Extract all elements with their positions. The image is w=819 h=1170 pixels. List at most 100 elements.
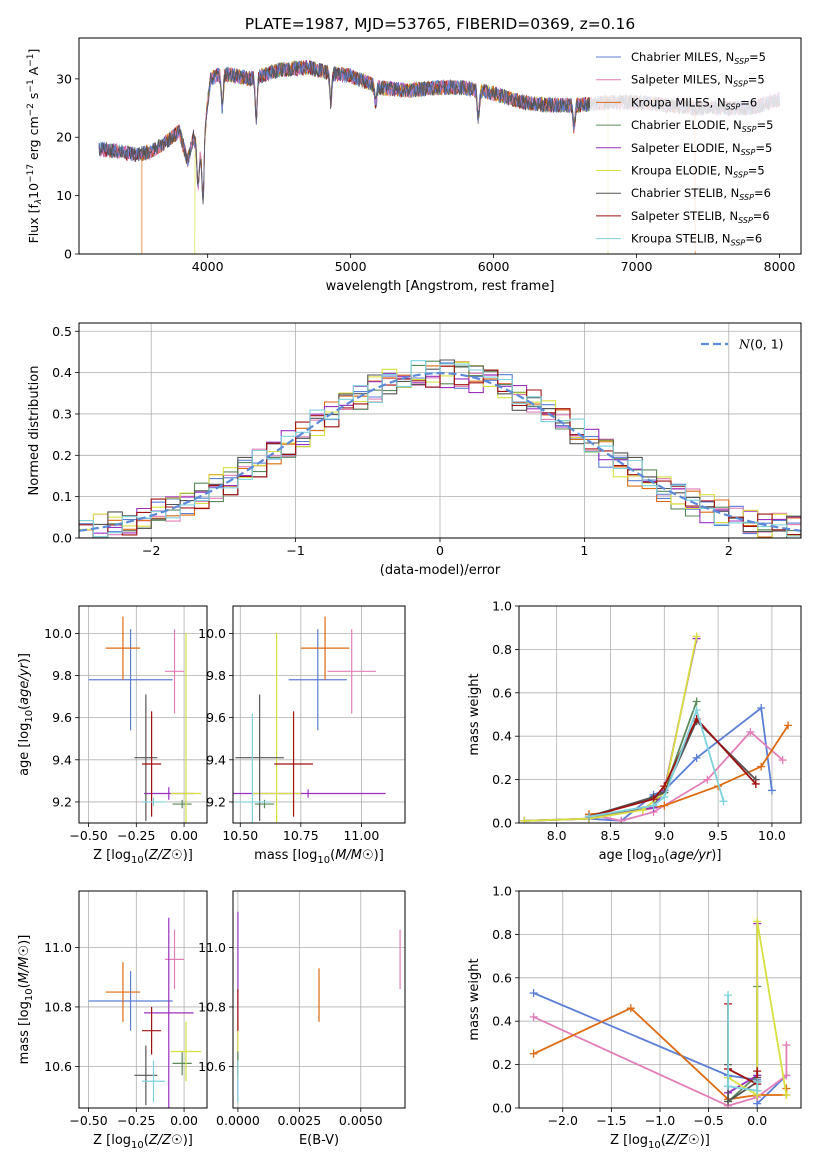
legend-entry: Chabrier ELODIE, NSSP=5 [631,118,773,134]
mass_vs_Z-xtick-label: −0.50 [69,1113,107,1128]
age_vs_mass-xlabel: mass [log10(M/M☉)] [254,848,384,866]
weight-marker [660,782,669,791]
ylabel-sup: −1 [26,79,36,92]
weight_vs_age-xtick-label: 9.0 [654,828,674,843]
histogram-kroupa-stelib [79,360,801,538]
spectrum-xtick-label: 5000 [335,259,367,274]
spectrum-legend-box [590,43,799,252]
legend-entry-rest: =5 [755,141,772,155]
weight-marker [724,1097,733,1106]
spectrum-panel: 4000 5000 6000 7000 8000 0 10 20 30 wavelength [A… [26,37,802,294]
weight-marker [753,1067,762,1076]
weight_vs_Z-ytick-label: 0.2 [492,1057,512,1072]
legend-entry: Kroupa ELODIE, NSSP=5 [631,164,765,180]
weight-marker [703,775,712,784]
weight_vs_Z-xtick-label: −1.0 [645,1113,675,1128]
age_vs_Z-ytick-label: 9.8 [52,668,72,683]
age_vs_mass-panel: 10.50 10.75 11.00 9.2 9.4 9.6 9.8 10.0 mass [log… [198,605,406,866]
weight_vs_age-ytick-label: 0.6 [492,685,512,700]
mass_vs_ebv-ytick-label: 11.0 [198,940,226,955]
age_vs_Z-panel: −0.50 −0.25 0.009.29.49.69.810.0Z [log10(Z… [17,605,208,866]
weight_vs_age-xtick-label: 9.5 [708,828,728,843]
weight_vs_age-ytick-label: 0.0 [492,816,512,831]
age_vs_mass-xlabel-arg: M/M☉ [335,848,373,863]
ylabel-part: A [26,66,41,79]
age_vs_Z-ytick-label: 9.2 [52,794,72,809]
weight_vs_age-xlabel-text: age [log [599,848,652,863]
weight-marker [724,1082,733,1091]
weight_vs_Z-frame [518,890,802,1109]
spectrum-xtick-label: 8000 [764,259,796,274]
age_vs_mass-xlabel-text: mass [log [254,848,317,863]
age_vs_Z-ytick-label: 9.6 [52,710,72,725]
weight-marker [692,706,701,715]
legend-entry-label: Chabrier MILES, N [631,50,734,64]
legend-entry-sub: SSP [741,148,756,157]
weight-marker [649,801,658,810]
weight_vs_Z-ytick-label: 0.4 [492,1014,512,1029]
weight-marker [692,753,701,762]
mass_vs_Z-xtick-label: 0.00 [170,1113,198,1128]
weight-marker [782,1090,791,1099]
spectrum-ylabel: Flux [fλ10−17 erg cm−2 s−1 A−1] [26,49,44,244]
age_vs_Z-ytick-label: 9.4 [52,752,72,767]
weight_vs_age-xlabel: age [log10(age/yr)] [599,848,722,866]
weight-marker [753,1086,762,1095]
legend-entry-sub: SSP [742,125,757,134]
legend-entry-sub: SSP [731,239,746,248]
age_vs_Z-xlabel-arg: Z/Z☉ [148,848,183,863]
weight_vs_age-ytick-label: 0.2 [492,772,512,787]
weight-marker [692,632,701,641]
mass_vs_Z-xlabel: Z [log10(Z/Z☉)] [93,1133,193,1151]
weight-marker [724,991,733,1000]
legend-entry-label: Salpeter STELIB, N [631,209,738,223]
mass_vs_Z-xlabel-open: ( [144,1133,149,1148]
residuals-panel: −2 −1 0 1 2 0.0 0.1 0.2 0.3 0.4 0.5 (data-model)/er… [27,322,802,578]
mass_vs_Z-frame [78,890,208,1109]
legend-entry-sub: SSP [734,57,749,66]
residuals-ytick-label: 0.5 [52,324,72,339]
weight_vs_age-xtick-label: 8.5 [601,828,621,843]
weight_vs_Z-xlabel-text: Z [log [610,1133,648,1148]
weight-marker [692,697,701,706]
mass_vs_ebv-ytick-label: 10.8 [198,999,226,1014]
legend-entry-rest: =6 [740,95,757,109]
weight-marker [757,703,766,712]
spectrum-xtick-label: 7000 [621,259,653,274]
histogram-salpeter-stelib [79,365,801,538]
age_vs_Z-ylabel-text: age [log [17,723,32,776]
residuals-xtick-label: −2 [142,543,160,558]
legend-entry-rest: =5 [757,118,774,132]
mass_vs_ebv-xtick-label: 0.0050 [339,1113,383,1128]
age_vs_mass-plot-area [233,616,386,823]
legend-entry-label: Kroupa MILES, N [631,95,726,109]
age_vs_Z-xlabel: Z [log10(Z/Z☉)] [93,848,193,866]
gaussian-curve [79,371,801,532]
mass_vs_ebv-ytick-label: 10.6 [198,1059,226,1074]
mass_vs_Z-ylabel-text: mass [log [17,1001,32,1064]
weight-marker [660,792,669,801]
age_vs_Z-frame [78,605,208,824]
weight_vs_Z-xlabel-sub: 10 [648,1140,661,1151]
weight_vs_age-xlabel-open: ( [665,848,670,863]
gaussian-legend-label: N(0, 1) [738,337,784,352]
legend-entry-rest: =6 [745,232,762,246]
weight_vs_Z-ytick-label: 0.6 [492,970,512,985]
weight-marker [626,1004,635,1013]
mass_vs_ebv-xtick-label: 0.0025 [277,1113,321,1128]
weight-line-kroupa-elodie [727,921,788,1097]
gaussian-legend-symbol: N [738,337,751,352]
age_vs_mass-xtick-label: 10.75 [283,828,319,843]
residuals-xtick-label: 1 [580,543,588,558]
residuals-ytick-label: 0.3 [52,406,72,421]
weight-marker [753,1077,762,1086]
legend-entry-label: Salpeter MILES, N [631,73,733,87]
legend-entry-rest: =5 [748,164,765,178]
age_vs_mass-xlabel-open: ( [330,848,335,863]
age_vs_Z-ylabel-sub: 10 [24,710,35,723]
weight-marker [757,762,766,771]
legend-entry: Kroupa MILES, NSSP=6 [631,95,757,111]
weight_vs_age-ytick-label: 0.8 [492,642,512,657]
legend-entry: Salpeter MILES, NSSP=5 [631,73,765,89]
legend-entry-label: Chabrier ELODIE, N [631,118,742,132]
